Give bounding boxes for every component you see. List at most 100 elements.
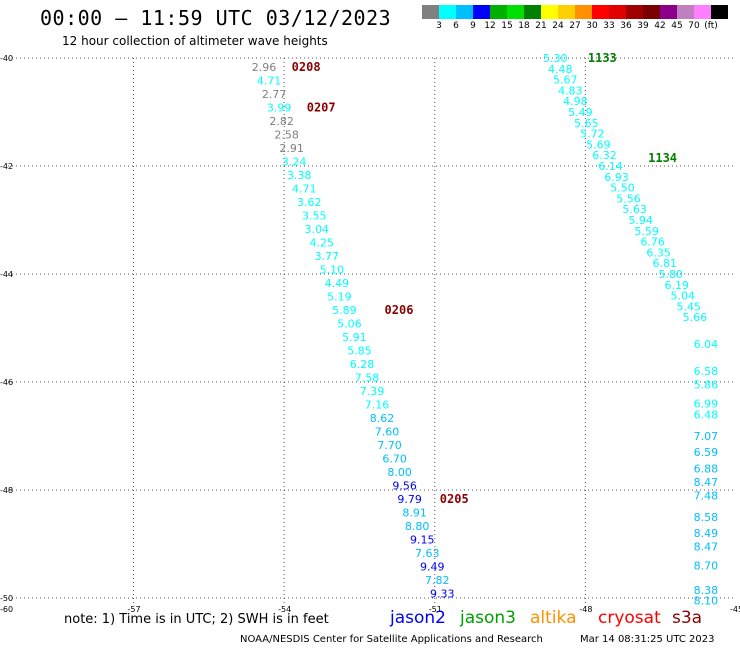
- x-tick-label: -51: [429, 605, 442, 614]
- swh-value-label: 6.81: [652, 257, 677, 270]
- swh-value-label: 6.99: [694, 398, 719, 411]
- swh-value-label: 7.60: [375, 426, 400, 439]
- swh-value-label: 8.91: [402, 507, 427, 520]
- swh-value-label: 5.63: [622, 203, 647, 216]
- swh-value-label: 6.88: [694, 462, 719, 475]
- pass-time-label: 0208: [292, 60, 321, 74]
- swh-value-label: 4.49: [325, 277, 350, 290]
- satellite-legend-item: jason2: [390, 608, 446, 628]
- swh-value-label: 5.50: [610, 182, 635, 195]
- swh-value-label: 7.70: [377, 439, 402, 452]
- color-scale-label: 42: [654, 21, 666, 31]
- timestamp-text: Mar 14 08:31:25 UTC 2023: [580, 634, 715, 645]
- color-scale-label: 30: [586, 21, 598, 31]
- swh-value-label: 5.06: [337, 318, 362, 331]
- swh-value-label: 9.56: [392, 480, 417, 493]
- swh-value-label: 5.86: [694, 379, 719, 392]
- color-swatch: [541, 5, 558, 19]
- swh-value-label: 5.49: [568, 106, 593, 119]
- swh-value-label: 5.94: [628, 214, 653, 227]
- swh-value-label: 6.28: [350, 358, 375, 371]
- page-subtitle: 12 hour collection of altimeter wave hei…: [62, 34, 328, 48]
- swh-value-label: 7.58: [355, 372, 380, 385]
- x-tick-label: -54: [278, 605, 291, 614]
- color-swatch: [456, 5, 473, 19]
- swh-value-label: 7.48: [694, 489, 719, 502]
- color-swatch: [558, 5, 575, 19]
- swh-value-label: 7.63: [415, 547, 440, 560]
- swh-value-label: 8.10: [694, 595, 719, 608]
- color-scale-label: 36: [620, 21, 632, 31]
- color-scale-label: 24: [552, 21, 564, 31]
- y-tick-label: -48: [0, 486, 13, 495]
- satellite-legend-item: jason3: [460, 608, 516, 628]
- swh-value-label: 5.19: [327, 291, 352, 304]
- swh-value-label: 6.32: [592, 149, 617, 162]
- swh-value-label: 3.38: [287, 169, 312, 182]
- swh-value-label: 6.76: [640, 236, 665, 249]
- color-scale-label: 18: [518, 21, 530, 31]
- swh-value-label: 3.62: [297, 196, 322, 209]
- swh-value-label: 8.49: [694, 527, 719, 540]
- color-swatch: [439, 5, 456, 19]
- color-swatch: [490, 5, 507, 19]
- color-scale-label: 12: [484, 21, 496, 31]
- swh-value-label: 7.82: [425, 574, 450, 587]
- swh-value-label: 6.58: [694, 365, 719, 378]
- y-tick-label: -50: [0, 594, 13, 603]
- color-swatch: [609, 5, 626, 19]
- swh-value-label: 5.10: [320, 264, 345, 277]
- color-scale-label: 6: [453, 21, 459, 31]
- color-scale-label: 39: [637, 21, 649, 31]
- color-scale-label: (ft): [704, 21, 718, 31]
- swh-value-label: 5.80: [658, 268, 683, 281]
- pass-time-label: 1133: [588, 51, 617, 65]
- swh-value-label: 2.82: [269, 115, 294, 128]
- pass-time-label: 1134: [648, 151, 677, 165]
- page-title: 00:00 – 11:59 UTC 03/12/2023: [40, 6, 392, 30]
- swh-value-label: 6.93: [604, 171, 629, 184]
- swh-value-label: 8.70: [694, 560, 719, 573]
- color-scale-label: 15: [501, 21, 513, 31]
- swh-value-label: 6.48: [694, 408, 719, 421]
- swh-value-label: 6.04: [694, 338, 719, 351]
- swh-value-label: 2.58: [274, 129, 299, 142]
- swh-values: 2.964.712.773.992.822.582.913.243.384.71…: [252, 52, 718, 608]
- color-scale-bar: [422, 5, 728, 19]
- color-scale-label: 3: [436, 21, 442, 31]
- satellite-legend-item: altika: [530, 608, 577, 628]
- swh-value-label: 4.71: [257, 75, 282, 88]
- credit-text: NOAA/NESDIS Center for Satellite Applica…: [240, 634, 543, 645]
- color-swatch: [711, 5, 728, 19]
- swh-value-label: 5.69: [586, 138, 611, 151]
- swh-value-label: 5.91: [342, 331, 367, 344]
- swh-value-label: 8.62: [370, 412, 395, 425]
- swh-value-label: 6.14: [598, 160, 623, 173]
- swh-value-label: 5.67: [553, 74, 578, 87]
- color-swatch: [660, 5, 677, 19]
- color-swatch: [677, 5, 694, 19]
- swh-value-label: 7.39: [360, 385, 385, 398]
- swh-value-label: 8.47: [694, 541, 719, 554]
- x-tick-label: -48: [579, 605, 592, 614]
- color-scale-label: 33: [603, 21, 615, 31]
- swh-value-label: 4.25: [310, 237, 335, 250]
- swh-value-label: 4.98: [563, 95, 588, 108]
- color-swatch: [524, 5, 541, 19]
- swh-value-label: 8.80: [405, 520, 430, 533]
- swh-value-label: 5.04: [671, 290, 696, 303]
- y-tick-label: -42: [0, 162, 13, 171]
- swh-value-label: 9.49: [420, 561, 445, 574]
- swh-value-label: 3.04: [305, 223, 330, 236]
- swh-value-label: 4.71: [292, 183, 317, 196]
- swh-value-label: 7.16: [365, 399, 390, 412]
- swh-value-label: 5.56: [616, 192, 641, 205]
- x-tick-label: -57: [128, 605, 141, 614]
- color-swatch: [643, 5, 660, 19]
- swh-value-label: 9.33: [430, 588, 455, 601]
- swh-value-label: 8.38: [694, 584, 719, 597]
- swh-value-label: 5.85: [347, 345, 372, 358]
- color-scale-label: 27: [569, 21, 581, 31]
- swh-value-label: 3.55: [302, 210, 327, 223]
